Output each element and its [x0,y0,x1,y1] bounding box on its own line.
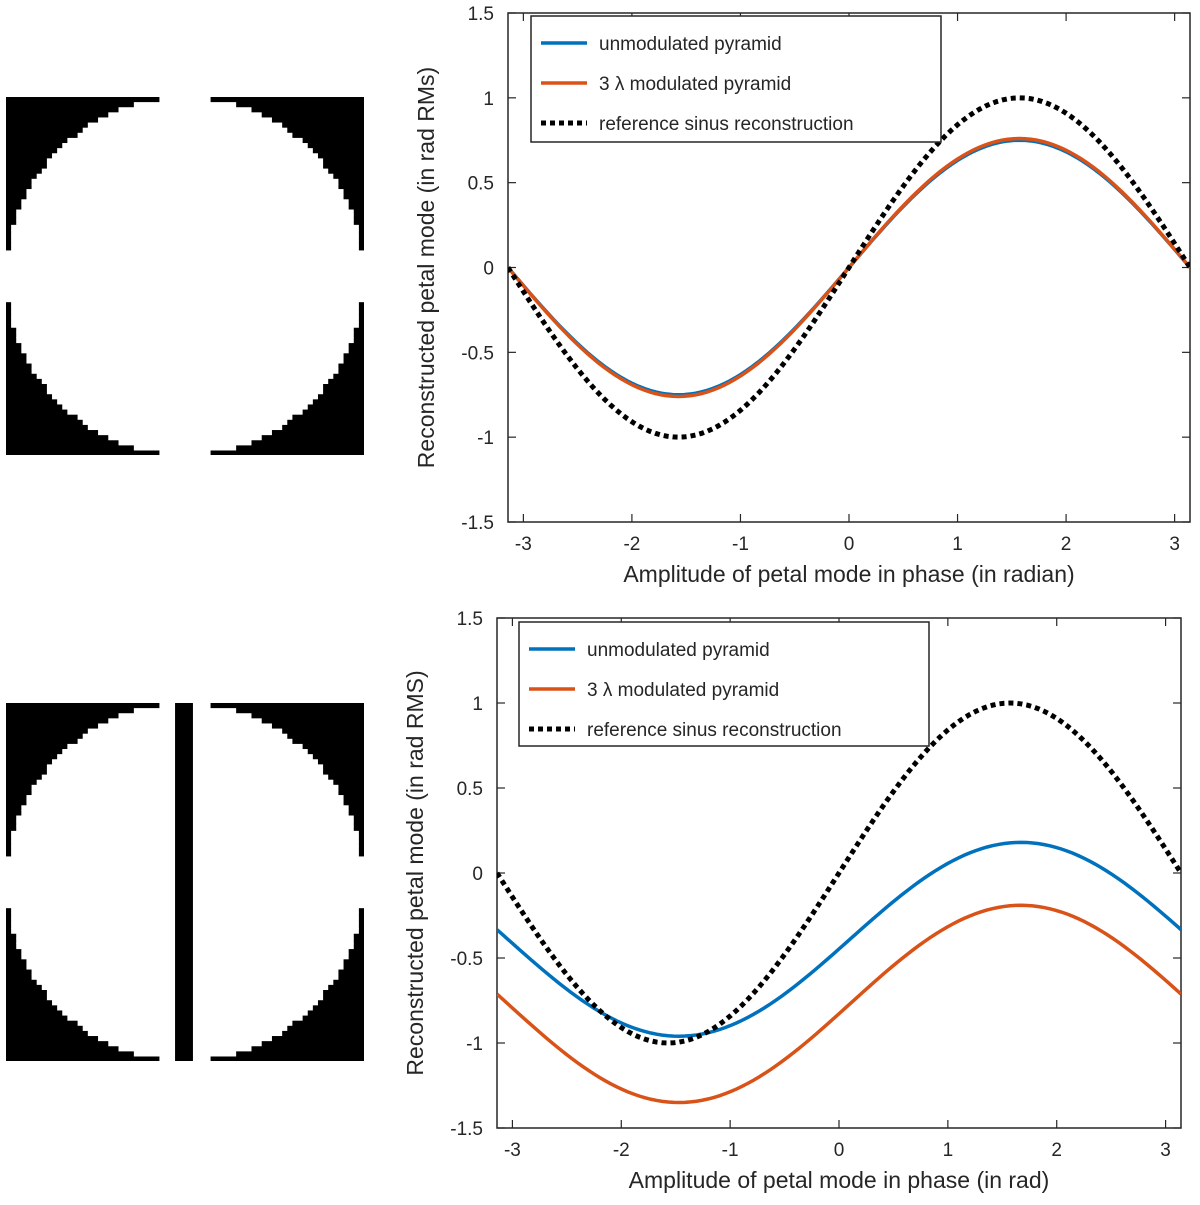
series-line-modulated [497,903,1181,1105]
x-axis-label: Amplitude of petal mode in phase (in rad… [629,1167,1050,1193]
x-tick-label: 1 [943,1140,954,1161]
x-tick-label: 0 [844,534,855,555]
y-tick-label: -0.5 [461,343,494,364]
y-tick-label: 1 [483,89,494,110]
x-tick-label: -3 [515,534,532,555]
y-tick-label: -1.5 [450,1119,483,1140]
legend-entry: unmodulated pyramid [599,34,782,55]
series-line-unmodulated [497,840,1181,1038]
pupil-mask-split [4,95,366,457]
y-tick-label: 0.5 [457,779,483,800]
legend-entry: 3 λ modulated pyramid [587,680,779,701]
x-tick-label: -3 [504,1140,521,1161]
y-tick-label: 0 [472,864,483,885]
x-tick-label: -2 [613,1140,630,1161]
y-tick-label: -0.5 [450,949,483,970]
x-tick-label: 3 [1169,534,1180,555]
mask-center-gap [159,95,211,457]
legend-box [530,15,942,143]
pupil-mask-spider [4,701,366,1063]
x-tick-label: 2 [1051,1140,1062,1161]
chart-bottom: -3 -2 -1 0 1 2 3 -1.5 -1 -0.5 0 0.5 1 1.5 Amplitude of… [402,609,1182,1193]
legend-entry: unmodulated pyramid [587,640,770,661]
x-tick-label: -1 [722,1140,739,1161]
x-tick-label: -2 [623,534,640,555]
x-tick-label: 3 [1160,1140,1171,1161]
series-line-reference [497,700,1181,1046]
y-tick-label: 0.5 [468,174,494,195]
y-tick-label: -1 [466,1034,483,1055]
x-tick-label: 0 [834,1140,845,1161]
chart-top: -3 -2 -1 0 1 2 3 -1.5 -1 -0.5 0 0.5 1 1.5 Amplitude of… [413,4,1191,587]
legend-entry: 3 λ modulated pyramid [599,74,791,95]
legend-box [518,621,930,747]
x-tick-label: 1 [952,534,963,555]
y-tick-label: 1.5 [468,4,494,25]
mask-spider-arm [175,703,193,1061]
x-tick-label: -1 [732,534,749,555]
y-tick-label: 0 [483,259,494,280]
y-tick-label: -1 [477,428,494,449]
x-axis-label: Amplitude of petal mode in phase (in rad… [623,561,1074,587]
y-axis-label: Reconstructed petal mode (in rad RMS) [402,670,428,1075]
y-tick-label: -1.5 [461,513,494,534]
y-axis-label: Reconstructed petal mode (in rad RMs) [413,67,439,468]
y-tick-label: 1 [472,694,483,715]
legend-entry: reference sinus reconstruction [599,114,854,135]
legend-entry: reference sinus reconstruction [587,720,842,741]
series-line-reference [508,95,1190,440]
y-tick-label: 1.5 [457,609,483,630]
x-tick-label: 2 [1061,534,1072,555]
